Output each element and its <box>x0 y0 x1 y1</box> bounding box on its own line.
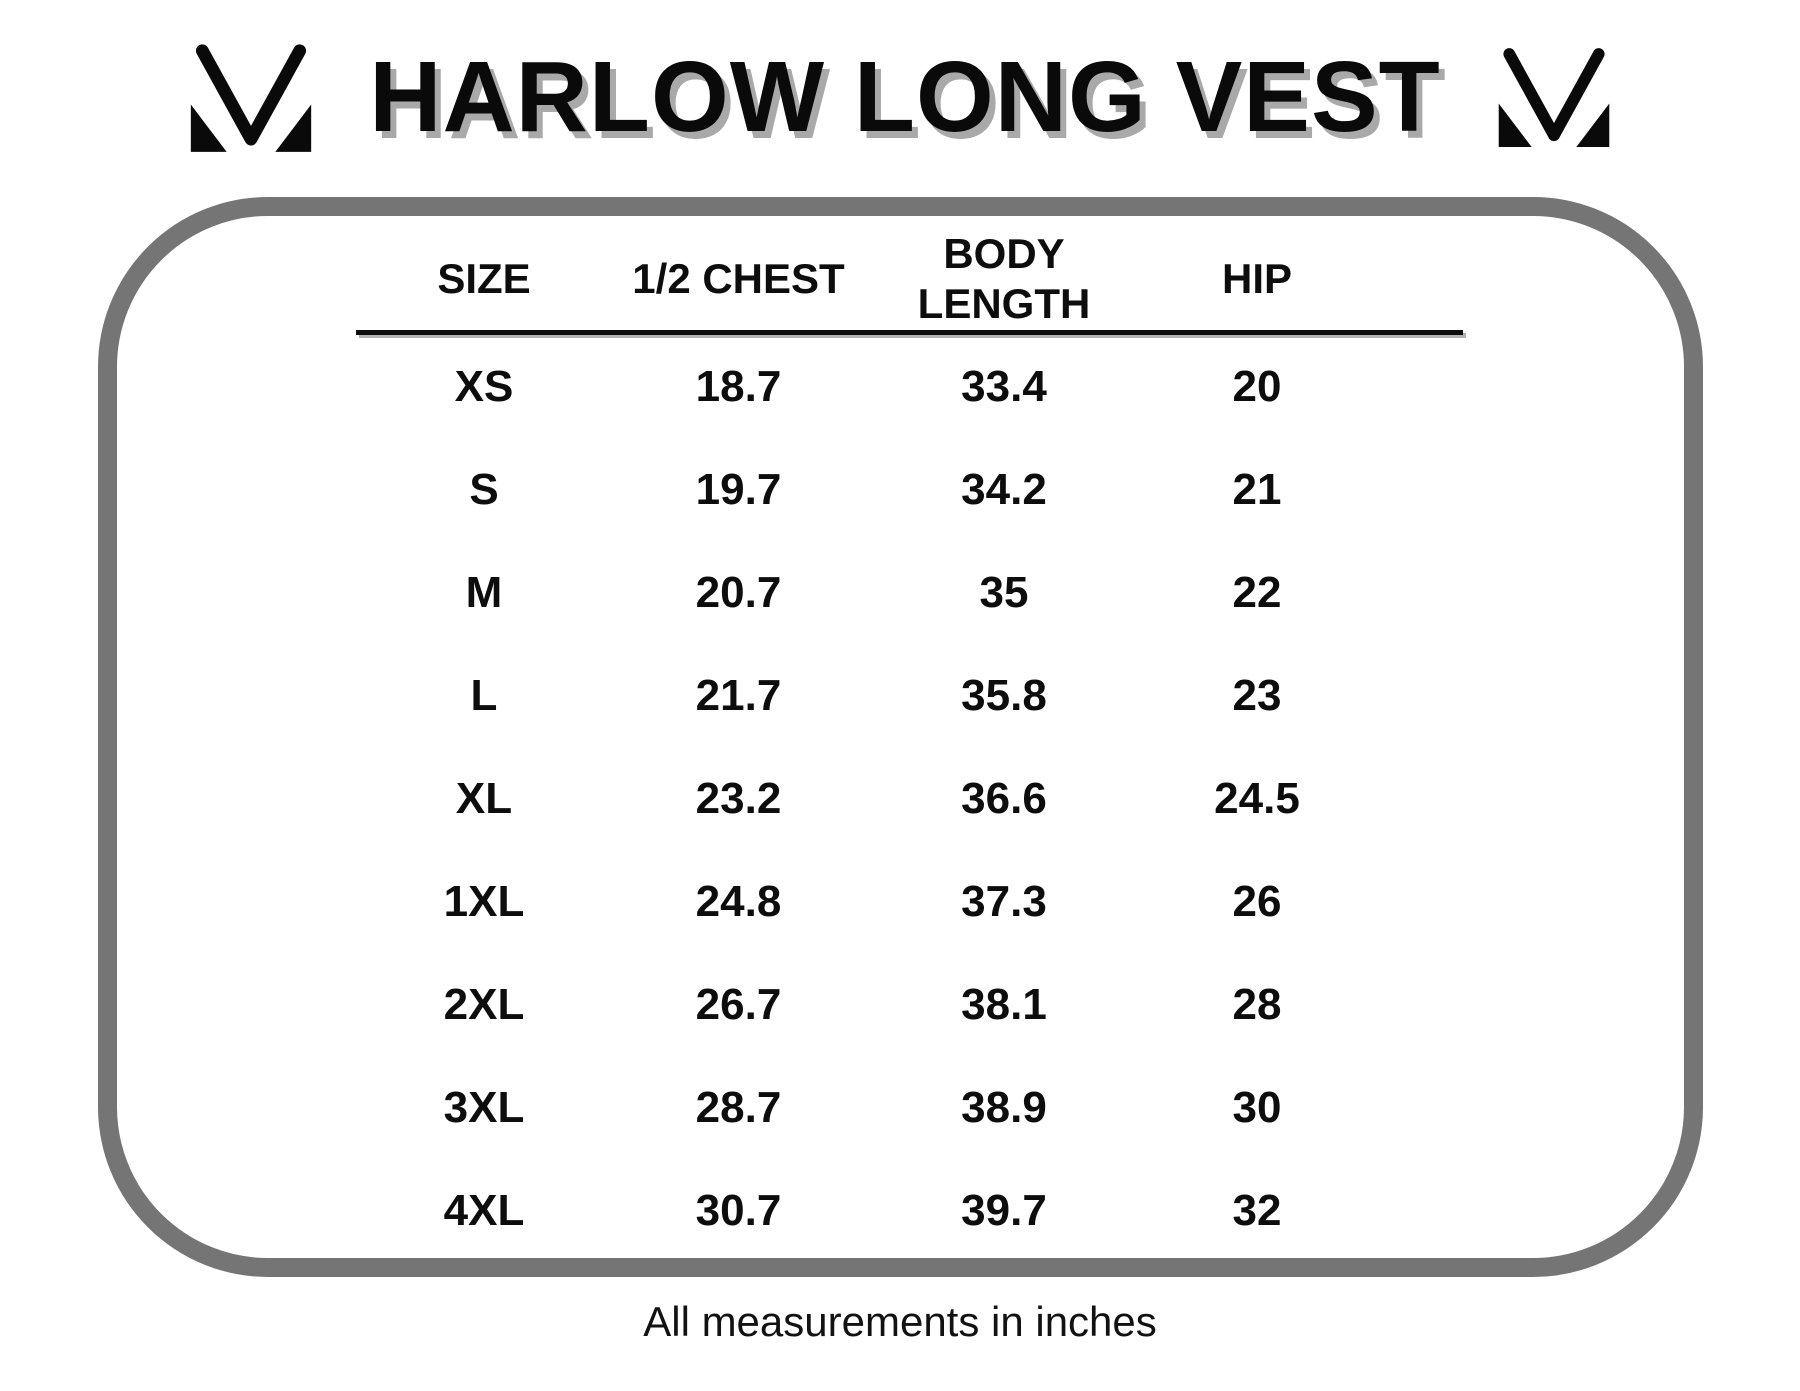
body-length-cell: 33.4 <box>961 361 1047 411</box>
body-length-cell: 38.1 <box>961 979 1047 1029</box>
body-length-cell: 37.3 <box>961 876 1047 926</box>
size-cell: 4XL <box>443 1185 525 1235</box>
body-length-cell: 35 <box>979 567 1029 617</box>
size-cell: XS <box>454 361 514 411</box>
hip-cell: 32 <box>1232 1185 1282 1235</box>
size-cell: XL <box>455 773 513 823</box>
hip-cell: 30 <box>1232 1082 1282 1132</box>
size-cell: S <box>469 464 499 514</box>
header-divider <box>356 330 1463 335</box>
hip-cell: 26 <box>1232 876 1282 926</box>
body-length-cell: 38.9 <box>961 1082 1047 1132</box>
size-cell: 3XL <box>443 1082 525 1132</box>
half-chest-cell: 18.7 <box>695 361 782 411</box>
measurements-note: All measurements in inches <box>643 1298 1157 1345</box>
body-length-cell: 34.2 <box>961 464 1047 514</box>
column-header-half-chest: 1/2 CHEST <box>632 255 845 303</box>
half-chest-cell: 23.2 <box>695 773 782 823</box>
half-chest-cell: 26.7 <box>695 979 782 1029</box>
half-chest-cell: 20.7 <box>695 567 782 617</box>
body-length-cell: 39.7 <box>961 1185 1047 1235</box>
half-chest-cell: 21.7 <box>695 670 782 720</box>
size-chart-table: XS 18.7 33.4 20 S 19.7 34.2 21 M 20.7 35… <box>356 335 1371 1262</box>
half-chest-cell: 24.8 <box>695 876 782 926</box>
half-chest-cell: 30.7 <box>695 1185 782 1235</box>
hip-cell: 24.5 <box>1214 773 1300 823</box>
column-header-body-length: BODY LENGTH <box>917 230 1091 327</box>
column-header-size: SIZE <box>437 255 531 303</box>
half-chest-cell: 28.7 <box>695 1082 782 1132</box>
hip-cell: 22 <box>1232 567 1282 617</box>
half-chest-cell: 19.7 <box>695 464 782 514</box>
size-cell: L <box>470 670 498 720</box>
size-chart-panel <box>98 197 1703 1277</box>
body-length-cell: 35.8 <box>961 670 1047 720</box>
hip-cell: 23 <box>1232 670 1282 720</box>
size-cell: M <box>465 567 503 617</box>
body-length-cell: 36.6 <box>961 773 1047 823</box>
table-header-row: SIZE 1/2 CHEST BODY LENGTH HIP <box>356 228 1371 330</box>
size-cell: 1XL <box>443 876 525 926</box>
column-header-hip: HIP <box>1221 255 1292 303</box>
m-monogram-icon <box>1498 48 1610 147</box>
page-title: HARLOW LONG VEST <box>369 40 1441 153</box>
size-cell: 2XL <box>443 979 525 1029</box>
m-monogram-icon <box>191 43 312 152</box>
hip-cell: 28 <box>1232 979 1282 1029</box>
header: HARLOW LONG VEST <box>0 26 1800 168</box>
hip-cell: 20 <box>1232 361 1282 411</box>
hip-cell: 21 <box>1232 464 1282 514</box>
